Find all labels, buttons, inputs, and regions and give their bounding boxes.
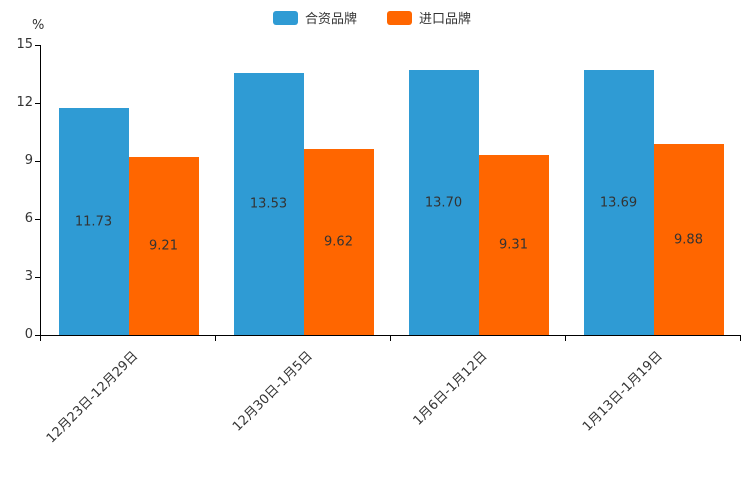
x-axis-category-label: 12月30日-1月5日 [230, 348, 316, 435]
legend-item-series-0[interactable]: 合资品牌 [272, 8, 357, 27]
bar-series-0-group-2: 13.70 [408, 70, 479, 335]
y-axis-tick-mark [35, 103, 40, 104]
bar-series-0-group-0: 11.73 [58, 108, 129, 335]
legend-marker-series-1 [387, 10, 412, 25]
y-axis-tick-mark [35, 45, 40, 46]
bar-series-1-group-1: 9.62 [303, 149, 374, 335]
bar-value-label: 13.53 [249, 196, 288, 212]
x-axis-tick-mark [565, 336, 566, 341]
bar-value-label: 13.70 [424, 195, 463, 211]
x-axis-tick-mark [40, 336, 41, 341]
plot-area: 11.73 9.21 13.53 9.62 13.70 9.31 13.69 9.88 [40, 45, 741, 336]
bar-value-label: 13.69 [599, 195, 638, 211]
x-axis-tick-mark [215, 336, 216, 341]
y-axis-tick-label: 15 [16, 37, 33, 52]
y-axis-tick-mark [35, 277, 40, 278]
x-axis-category-label: 12月23日-12月29日 [43, 348, 141, 447]
bar-series-1-group-0: 9.21 [128, 156, 199, 335]
bar-value-label: 9.21 [149, 238, 178, 254]
legend-label-series-0: 合资品牌 [304, 12, 357, 27]
y-axis-tick-mark [35, 219, 40, 220]
x-axis-category-label: 1月13日-1月19日 [580, 348, 666, 435]
x-axis-tick-mark [390, 336, 391, 341]
x-axis-labels: 12月23日-12月29日 12月30日-1月5日 1月6日-1月12日 1月13日-… [0, 346, 744, 496]
bar-series-0-group-3: 13.69 [583, 70, 654, 335]
bar-series-0-group-1: 13.53 [233, 73, 304, 335]
x-axis-tick-mark [740, 336, 741, 341]
bar-series-1-group-3: 9.88 [653, 144, 724, 335]
y-axis-unit-label: % [32, 18, 45, 33]
bar-value-label: 9.31 [499, 237, 528, 253]
y-axis-tick-label: 0 [24, 327, 33, 342]
bar-value-label: 9.62 [324, 234, 353, 250]
legend-item-series-1[interactable]: 进口品牌 [387, 8, 471, 27]
bar-value-label: 9.88 [674, 232, 703, 247]
legend-marker-series-0 [272, 10, 298, 25]
legend-label-series-1: 进口品牌 [419, 12, 472, 27]
y-axis-tick-label: 6 [24, 211, 33, 226]
bar-value-label: 11.73 [74, 214, 113, 230]
legend: 合资品牌 进口品牌 [0, 8, 744, 27]
bar-series-1-group-2: 9.31 [478, 155, 549, 335]
y-axis-tick-label: 3 [24, 269, 33, 284]
x-axis-category-label: 1月6日-1月12日 [410, 348, 491, 429]
y-axis-tick-mark [35, 161, 40, 162]
y-axis-tick-mark [35, 335, 40, 336]
y-axis-tick-label: 12 [16, 95, 33, 110]
y-axis-tick-label: 9 [24, 153, 33, 168]
